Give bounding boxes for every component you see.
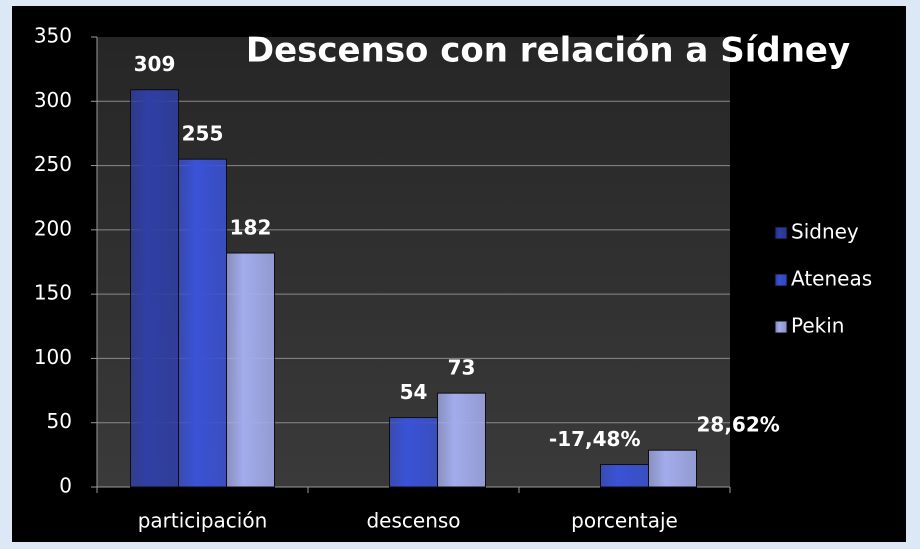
y-tick-label: 200 <box>34 216 72 240</box>
y-tick-label: 350 <box>34 24 72 48</box>
y-tick-label: 50 <box>47 409 72 433</box>
y-tick-label: 300 <box>34 88 72 112</box>
bar <box>130 89 179 488</box>
x-tick-label: participación <box>138 509 268 533</box>
y-tick-label: 150 <box>34 281 72 305</box>
legend-swatch <box>774 273 788 287</box>
chart-title: Descenso con relación a Sídney <box>246 31 850 71</box>
legend-label: Ateneas <box>791 267 872 291</box>
value-label: 182 <box>230 216 272 240</box>
bar <box>226 252 275 488</box>
bar <box>437 392 486 488</box>
value-label: -17,48% <box>549 427 641 451</box>
bars <box>130 89 697 488</box>
value-label: 309 <box>134 52 176 76</box>
legend-swatch <box>774 320 788 334</box>
y-tick-label: 100 <box>34 345 72 369</box>
x-tick-label: porcentaje <box>571 509 678 533</box>
bar <box>648 449 697 488</box>
labels: participación 309 255 182 descenso 54 73 porcen… <box>134 52 873 532</box>
legend-swatch <box>774 226 788 240</box>
bar <box>600 464 649 488</box>
y-tick-label: 250 <box>34 152 72 176</box>
bar <box>389 417 438 488</box>
legend-label: Sidney <box>791 220 859 244</box>
x-tick-label: descenso <box>366 509 460 533</box>
value-label: 28,62% <box>697 413 780 437</box>
y-tick-label: 0 <box>59 474 72 498</box>
value-label: 54 <box>400 380 428 404</box>
value-label: 255 <box>182 122 224 146</box>
bar <box>178 158 227 488</box>
legend-label: Pekin <box>791 314 844 338</box>
value-label: 73 <box>448 356 476 380</box>
